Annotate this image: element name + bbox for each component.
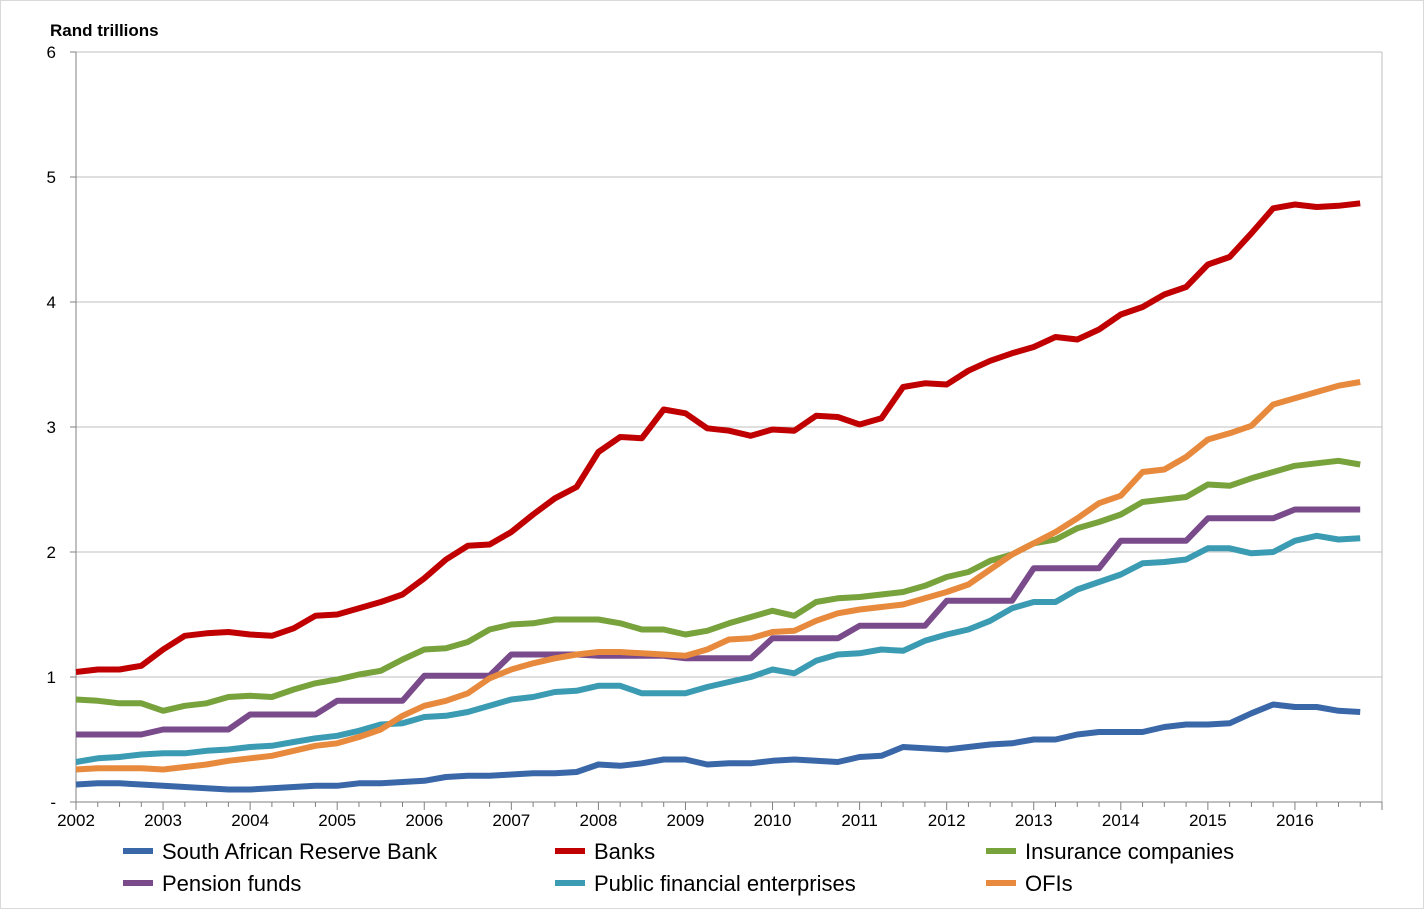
- legend-label-pension-funds: Pension funds: [162, 871, 301, 896]
- x-tick-label: 2012: [928, 811, 966, 830]
- series-line-south-african-reserve-bank: [75, 701, 1361, 793]
- legend-label-insurance-companies: Insurance companies: [1025, 839, 1234, 864]
- series-lines: [75, 200, 1361, 793]
- x-tick-label: 2015: [1189, 811, 1227, 830]
- y-tick-label: -: [50, 793, 56, 812]
- x-tick-label: 2013: [1015, 811, 1053, 830]
- legend-label-south-african-reserve-bank: South African Reserve Bank: [162, 839, 438, 864]
- x-tick-label: 2009: [667, 811, 705, 830]
- series-line-insurance-companies: [75, 457, 1361, 714]
- y-tick-label: 3: [47, 418, 56, 437]
- x-tick-label: 2014: [1102, 811, 1140, 830]
- y-tick-label: 2: [47, 543, 56, 562]
- y-tick-label: 4: [47, 293, 56, 312]
- legend: South African Reserve Bank Banks Insurance…: [123, 839, 1234, 896]
- series-line-banks: [75, 200, 1361, 675]
- y-axis-title: Rand trillions: [50, 21, 159, 40]
- x-tick-label: 2003: [144, 811, 182, 830]
- series-line-pension-funds: [76, 506, 1361, 738]
- x-tick-label: 2004: [231, 811, 269, 830]
- x-tick-label: 2011: [841, 811, 878, 830]
- y-tick-label: 5: [47, 168, 56, 187]
- y-tick-label: 1: [47, 668, 56, 687]
- legend-label-banks: Banks: [594, 839, 655, 864]
- x-tick-label: 2016: [1276, 811, 1314, 830]
- x-tick-label: 2002: [57, 811, 95, 830]
- x-tick-label: 2010: [754, 811, 792, 830]
- x-tick-label: 2006: [405, 811, 443, 830]
- axes: - 1 2 3 4 5 6 2002 2003 2004 2005 2006 2007 2008 2009 2…: [47, 43, 1383, 830]
- x-tick-label: 2008: [579, 811, 617, 830]
- legend-label-public-financial-enterprises: Public financial enterprises: [594, 871, 856, 896]
- x-tick-label: 2005: [318, 811, 356, 830]
- gridlines: [76, 51, 1383, 802]
- series-line-ofis: [75, 379, 1361, 773]
- y-tick-label: 6: [47, 43, 56, 62]
- series-line-public-financial-enterprises: [75, 532, 1361, 765]
- x-tick-label: 2007: [492, 811, 530, 830]
- legend-label-ofis: OFIs: [1025, 871, 1073, 896]
